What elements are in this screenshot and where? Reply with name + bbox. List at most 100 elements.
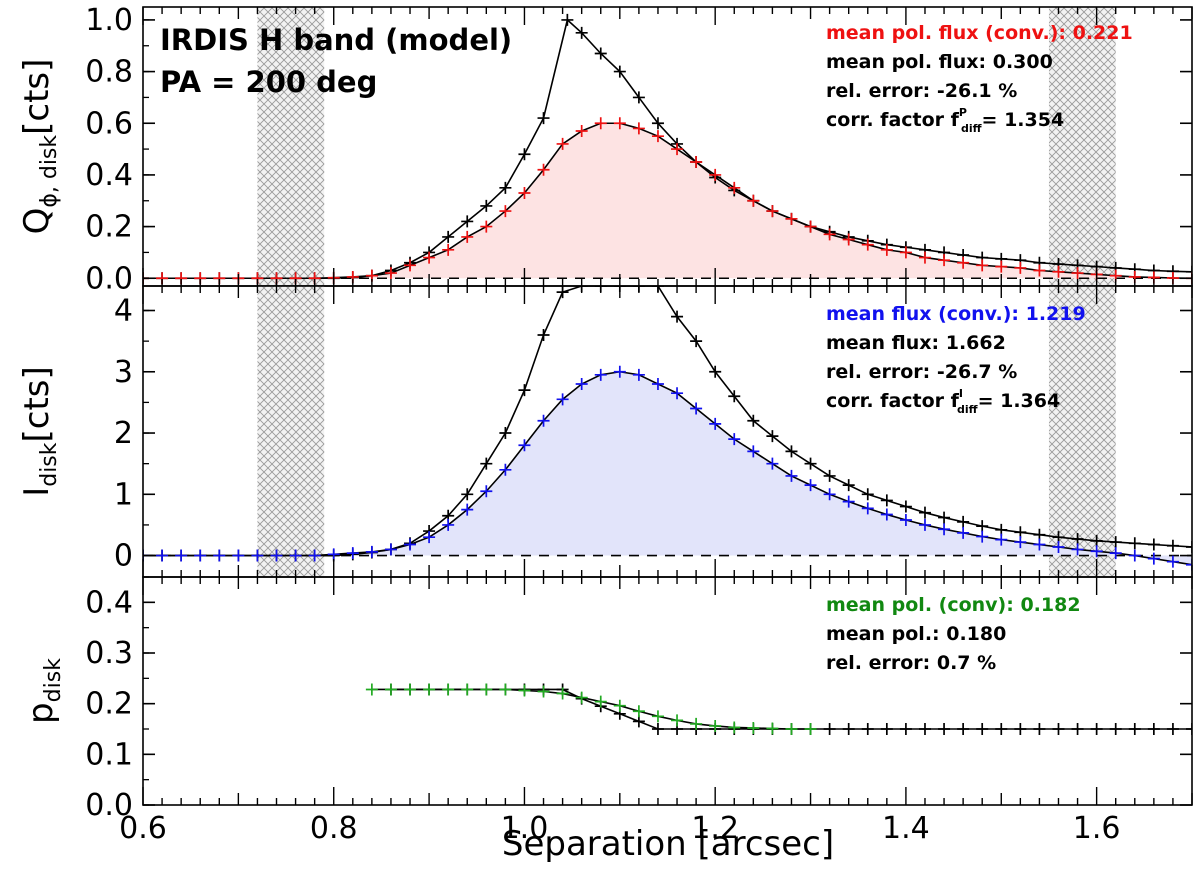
data-point	[480, 220, 493, 233]
data-point	[1166, 723, 1179, 735]
data-point	[1166, 555, 1179, 568]
data-point	[1186, 540, 1192, 553]
data-point	[842, 479, 855, 492]
data-point	[1186, 558, 1192, 571]
data-point	[728, 433, 741, 446]
y-tick-label: 0.2	[85, 687, 133, 722]
data-point	[957, 526, 970, 539]
data-point	[1052, 723, 1065, 735]
data-point	[671, 714, 684, 727]
data-point	[518, 384, 531, 397]
data-point	[861, 238, 874, 251]
data-point	[461, 503, 474, 516]
data-point	[804, 220, 817, 233]
data-point	[1014, 723, 1027, 735]
data-point	[561, 13, 574, 26]
y-tick-label: 0.8	[85, 55, 133, 90]
axes-frame-bottom	[142, 576, 1193, 806]
data-point	[861, 502, 874, 515]
panel-middle: 0 1 2 3 4 Idisk[cts] mean flux (conv.): 1.219 m…	[17, 285, 1193, 578]
data-point	[690, 717, 703, 730]
data-point	[995, 260, 1008, 273]
data-point	[537, 329, 550, 342]
data-point	[575, 378, 588, 391]
data-point	[613, 65, 626, 78]
data-point	[1052, 265, 1065, 278]
data-point	[690, 335, 703, 348]
data-point	[613, 365, 626, 378]
data-point	[1052, 540, 1065, 553]
data-point	[766, 205, 779, 218]
y-tick-label: 1	[114, 477, 133, 512]
data-point	[651, 378, 664, 391]
panel-bottom: 0.0 0.1 0.2 0.3 0.4 0.6 0.8 1.0 1.2 1.4 1.6 pdisk me…	[21, 576, 1193, 846]
data-point	[613, 117, 626, 130]
data-point	[365, 545, 378, 558]
x-axis-label: Separation [arcsec]	[502, 824, 834, 864]
data-point	[1128, 549, 1141, 562]
data-point	[671, 310, 684, 323]
x-tick-label: 1.4	[882, 811, 930, 846]
data-point	[1109, 723, 1122, 735]
data-point	[537, 685, 550, 698]
data-point	[556, 137, 569, 150]
data-point	[861, 488, 874, 501]
data-point	[880, 723, 893, 735]
data-point	[213, 549, 226, 562]
data-point	[671, 143, 684, 156]
series-line-bottom-1	[371, 688, 811, 730]
data-point	[976, 530, 989, 543]
masked-region-top-1	[1048, 7, 1116, 286]
data-point	[1071, 723, 1084, 735]
data-point	[499, 427, 512, 440]
data-point	[785, 212, 798, 225]
data-point	[785, 723, 798, 735]
data-point	[1090, 534, 1103, 547]
data-point	[747, 721, 760, 734]
annotation-title-line: IRDIS H band (model)	[160, 23, 512, 57]
x-tick-label: 0.8	[310, 811, 358, 846]
data-point	[957, 723, 970, 735]
stat-text: rel. error: -26.1 %	[826, 80, 1017, 102]
data-point	[594, 117, 607, 130]
y-tick-label: 0.6	[85, 106, 133, 141]
x-tick-label: 1.0	[501, 811, 549, 846]
y-tick-label: 0	[114, 539, 133, 574]
data-point	[823, 228, 836, 241]
data-point	[327, 548, 340, 561]
data-point	[976, 520, 989, 533]
data-point	[423, 683, 436, 696]
data-point	[404, 683, 417, 696]
plot-area-bottom	[365, 683, 1192, 735]
data-point	[1014, 536, 1027, 549]
data-point	[499, 205, 512, 218]
data-point	[518, 439, 531, 452]
y-tick-label: 2	[114, 416, 133, 451]
data-point	[1147, 552, 1160, 565]
data-point	[1071, 543, 1084, 556]
data-point	[728, 390, 741, 403]
data-point	[194, 549, 207, 562]
data-point	[709, 719, 722, 732]
data-point	[1109, 547, 1122, 560]
data-point	[823, 488, 836, 501]
data-point	[1090, 545, 1103, 558]
data-point	[594, 47, 607, 60]
data-point	[938, 511, 951, 524]
data-point	[594, 695, 607, 708]
data-point	[804, 479, 817, 492]
data-point	[1166, 539, 1179, 552]
y-tick-label: 3	[114, 355, 133, 390]
data-point	[537, 112, 550, 125]
plot-area-top	[143, 7, 1192, 286]
data-point	[232, 549, 245, 562]
data-point	[880, 494, 893, 507]
data-point	[1033, 538, 1046, 551]
data-point	[728, 721, 741, 734]
data-point	[518, 187, 531, 199]
data-point	[918, 506, 931, 519]
data-point	[632, 122, 645, 135]
data-point	[480, 683, 493, 696]
data-point	[423, 531, 436, 544]
